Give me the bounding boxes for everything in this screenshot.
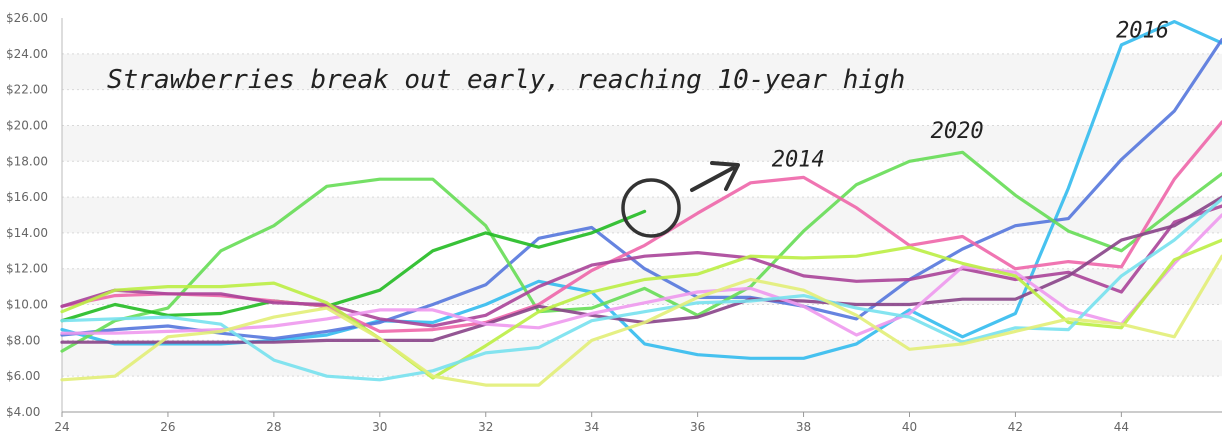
x-tick-label: 44 [1114,420,1129,434]
x-tick-label: 40 [902,420,917,434]
series-line [60,254,1222,387]
x-tick-label: 38 [796,420,811,434]
y-tick-label: $26.00 [6,11,48,25]
y-tick-label: $8.00 [6,333,40,347]
x-tick-label: 36 [690,420,705,434]
y-tick-label: $18.00 [6,154,48,168]
x-axis: 24 26 28 30 32 34 36 38 40 42 44 [54,412,1129,434]
y-tick-label: $4.00 [6,405,40,419]
x-tick-label: 28 [266,420,281,434]
chart-title: Strawberries break out early, reaching 1… [107,65,905,95]
x-tick-label: 32 [478,420,493,434]
y-tick-label: $20.00 [6,118,48,132]
annotations: 2016 2020 2014 [772,19,1169,173]
series-line [60,209,647,323]
y-tick-label: $12.00 [6,262,48,276]
y-tick-label: $14.00 [6,226,48,240]
series-line [60,238,1222,380]
y-axis: $4.00 $6.00 $8.00 $10.00 $12.00 $14.00 $16.00 $… [6,11,48,419]
grid-band [62,53,1222,90]
series-line [60,150,1222,353]
y-tick-label: $6.00 [6,369,40,383]
x-tick-label: 26 [160,420,175,434]
x-tick-label: 42 [1008,420,1023,434]
highlight-circle [621,178,681,238]
series-line [60,204,1222,328]
grid-band [62,197,1222,233]
annotation-label: 2016 [1116,19,1169,44]
series-line [60,37,1222,341]
y-tick-label: $24.00 [6,47,48,61]
annotation-label: 2020 [931,119,984,144]
y-tick-label: $10.00 [6,298,48,312]
series-lines [60,20,1222,387]
x-tick-label: 24 [54,420,69,434]
series-line [60,213,1222,337]
x-tick-label: 30 [372,420,387,434]
y-tick-label: $16.00 [6,190,48,204]
grid-band [62,340,1222,377]
arrow-icon [690,161,740,192]
y-tick-label: $22.00 [6,83,48,97]
annotation-label: 2014 [772,148,825,173]
grid-band [62,125,1222,162]
x-tick-label: 34 [584,420,599,434]
